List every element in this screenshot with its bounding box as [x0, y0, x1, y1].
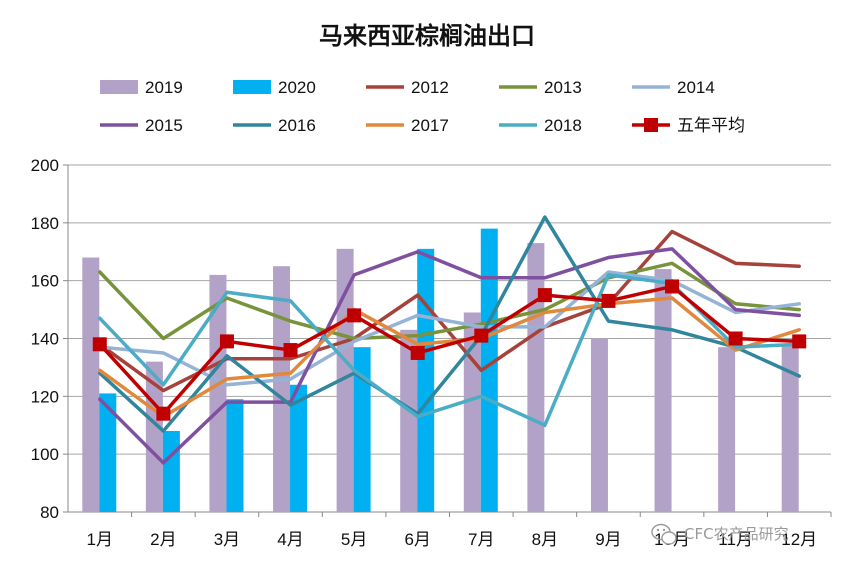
legend-label-2012: 2012: [411, 78, 449, 97]
legend-label-2016: 2016: [278, 116, 316, 135]
x-tick-label-11: 11月: [718, 530, 753, 549]
series-line-2015: [98, 247, 801, 465]
y-tick-label-180: 180: [31, 214, 59, 233]
avg-marker-7: [474, 328, 489, 343]
series-line-2018: [98, 273, 801, 427]
y-tick-labels: 80 100 120 140 160 180 200: [31, 156, 59, 522]
bar-2019-4: [273, 266, 291, 512]
chart-title: 马来西亚棕榈油出口: [319, 21, 535, 50]
legend-label-2019: 2019: [145, 78, 183, 97]
avg-marker-6: [410, 345, 425, 360]
legend-label-2017: 2017: [411, 116, 449, 135]
x-tick-label-6: 6月: [404, 530, 430, 549]
y-tick-label-160: 160: [31, 272, 59, 291]
bar-2020-4: [290, 384, 308, 512]
avg-marker-5: [347, 308, 362, 323]
legend-marker-五年平均: [644, 118, 658, 132]
bar-2020-3: [226, 399, 244, 512]
legend-label-2020: 2020: [278, 78, 316, 97]
series-lines: [98, 215, 801, 465]
bar-2020-5: [353, 347, 371, 512]
y-tick-label-200: 200: [31, 156, 59, 175]
avg-marker-2: [156, 406, 171, 421]
series-line-2017: [98, 296, 801, 419]
avg-marker-3: [219, 334, 234, 349]
y-tick-label-120: 120: [31, 387, 59, 406]
legend-label-2015: 2015: [145, 116, 183, 135]
x-tick-label-3: 3月: [214, 530, 240, 549]
x-tick-label-7: 7月: [468, 530, 494, 549]
legend-label-五年平均: 五年平均: [677, 116, 745, 135]
avg-marker-11: [728, 331, 743, 346]
bar-2019-11: [718, 347, 736, 512]
avg-marker-8: [537, 288, 552, 303]
legend-label-2014: 2014: [677, 78, 715, 97]
series-line-five-year-avg: [98, 284, 800, 416]
watermark: CFC农产品研究: [651, 523, 789, 545]
bar-2019-12: [781, 344, 799, 512]
bar-2019-8: [527, 243, 545, 512]
series-line-2016: [98, 215, 801, 433]
x-tick-label-12: 12月: [781, 530, 817, 549]
bar-2019-10: [654, 269, 672, 512]
bar-2019-6: [400, 329, 418, 512]
wechat-icon: [651, 523, 677, 545]
x-tick-label-5: 5月: [341, 530, 367, 549]
y-tick-label-140: 140: [31, 330, 59, 349]
series-line-2014: [98, 270, 801, 387]
y-tick-label-100: 100: [31, 445, 59, 464]
x-tick-label-2: 2月: [150, 530, 176, 549]
legend-label-2013: 2013: [544, 78, 582, 97]
bar-2020-1: [99, 393, 117, 512]
axes: [67, 165, 831, 513]
bar-2019-1: [82, 257, 100, 512]
bar-2020-7: [480, 228, 498, 512]
legend-label-2018: 2018: [544, 116, 582, 135]
avg-marker-9: [601, 293, 616, 308]
watermark-text: CFC农产品研究: [684, 525, 789, 543]
series-line-2012: [98, 229, 801, 393]
bar-2019-3: [209, 274, 227, 512]
legend-swatch-2020: [233, 80, 271, 94]
average-series: [92, 279, 807, 421]
avg-marker-4: [283, 343, 298, 358]
bar-2020-2: [162, 431, 180, 512]
x-tick-label-9: 9月: [595, 530, 621, 549]
bar-2019-9: [590, 338, 608, 512]
legend: 2019 2020 2012 2013 2014 2015 2016 2017 2018 五年平均: [100, 78, 745, 135]
bars: [82, 228, 799, 512]
legend-swatch-2019: [100, 80, 138, 94]
avg-marker-1: [92, 337, 107, 352]
x-tick-label-8: 8月: [532, 530, 558, 549]
avg-marker-10: [665, 279, 680, 294]
x-tick-label-1: 1月: [87, 530, 113, 549]
y-tick-label-80: 80: [40, 503, 59, 522]
avg-marker-12: [792, 334, 807, 349]
bar-2020-6: [417, 248, 435, 512]
x-tick-label-4: 4月: [277, 530, 303, 549]
